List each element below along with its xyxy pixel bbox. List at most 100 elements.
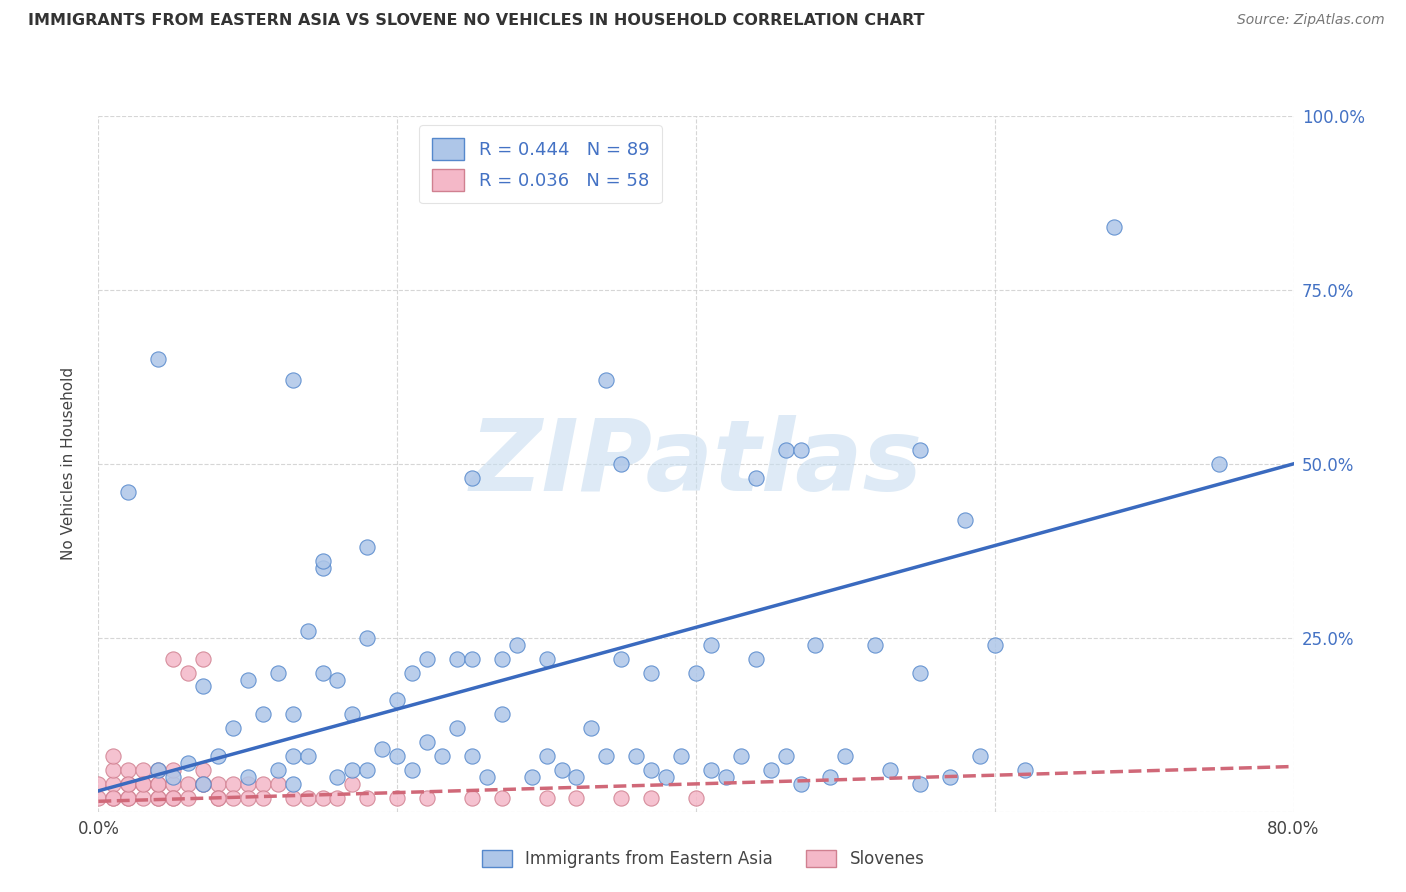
Point [491, 790, 513, 805]
Point [446, 721, 468, 735]
Point [640, 790, 662, 805]
Point [132, 763, 155, 777]
Point [103, 763, 125, 777]
Point [565, 770, 588, 784]
Point [117, 790, 139, 805]
Point [326, 770, 349, 784]
Point [416, 735, 439, 749]
Point [446, 651, 468, 665]
Point [148, 763, 170, 777]
Text: Source: ZipAtlas.com: Source: ZipAtlas.com [1237, 13, 1385, 28]
Point [191, 777, 214, 791]
Point [117, 484, 139, 499]
Point [491, 651, 513, 665]
Point [117, 790, 139, 805]
Point [267, 665, 290, 680]
Point [252, 790, 274, 805]
Point [148, 790, 170, 805]
Point [281, 707, 304, 722]
Point [297, 749, 319, 764]
Point [430, 749, 453, 764]
Point [984, 638, 1007, 652]
Point [475, 770, 498, 784]
Point [385, 749, 409, 764]
Point [281, 749, 304, 764]
Point [371, 742, 394, 756]
Point [775, 749, 797, 764]
Point [177, 777, 200, 791]
Point [610, 457, 633, 471]
Point [326, 673, 349, 687]
Point [148, 790, 170, 805]
Point [626, 749, 648, 764]
Point [953, 512, 976, 526]
Point [655, 770, 678, 784]
Point [342, 707, 364, 722]
Point [908, 665, 931, 680]
Point [520, 770, 543, 784]
Point [969, 749, 991, 764]
Point [207, 777, 229, 791]
Point [640, 763, 662, 777]
Point [103, 749, 125, 764]
Point [745, 651, 768, 665]
Point [162, 763, 184, 777]
Point [222, 721, 245, 735]
Point [236, 777, 259, 791]
Point [281, 777, 304, 791]
Legend: R = 0.444   N = 89, R = 0.036   N = 58: R = 0.444 N = 89, R = 0.036 N = 58 [419, 125, 662, 203]
Point [326, 790, 349, 805]
Point [162, 790, 184, 805]
Point [536, 651, 558, 665]
Point [103, 790, 125, 805]
Point [311, 790, 333, 805]
Point [281, 373, 304, 387]
Point [148, 763, 170, 777]
Point [87, 790, 110, 805]
Point [267, 777, 290, 791]
Point [789, 777, 811, 791]
Point [939, 770, 962, 784]
Point [252, 707, 274, 722]
Point [103, 790, 125, 805]
Point [714, 770, 737, 784]
Point [222, 777, 245, 791]
Point [177, 665, 200, 680]
Point [610, 790, 633, 805]
Point [908, 777, 931, 791]
Point [356, 631, 378, 645]
Point [236, 770, 259, 784]
Point [685, 665, 707, 680]
Point [401, 665, 423, 680]
Point [416, 651, 439, 665]
Point [162, 777, 184, 791]
Point [267, 763, 290, 777]
Point [297, 624, 319, 638]
Point [565, 790, 588, 805]
Point [775, 442, 797, 457]
Point [191, 763, 214, 777]
Legend: Immigrants from Eastern Asia, Slovenes: Immigrants from Eastern Asia, Slovenes [475, 843, 931, 875]
Point [1104, 220, 1126, 235]
Point [804, 638, 827, 652]
Point [148, 352, 170, 367]
Point [207, 790, 229, 805]
Point [103, 777, 125, 791]
Point [236, 790, 259, 805]
Point [162, 770, 184, 784]
Point [87, 777, 110, 791]
Point [132, 777, 155, 791]
Point [207, 749, 229, 764]
Point [281, 790, 304, 805]
Point [148, 777, 170, 791]
Point [117, 777, 139, 791]
Y-axis label: No Vehicles in Household: No Vehicles in Household [62, 368, 76, 560]
Point [536, 790, 558, 805]
Point [595, 373, 617, 387]
Point [461, 651, 484, 665]
Point [610, 651, 633, 665]
Point [356, 763, 378, 777]
Point [222, 790, 245, 805]
Point [461, 790, 484, 805]
Point [252, 777, 274, 791]
